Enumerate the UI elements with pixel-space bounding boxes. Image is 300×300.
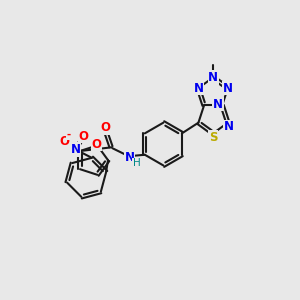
Text: N: N	[213, 98, 223, 111]
Text: N: N	[224, 120, 233, 133]
Text: S: S	[209, 131, 218, 144]
Text: O: O	[100, 121, 111, 134]
Text: H: H	[133, 158, 141, 168]
Text: N: N	[223, 82, 233, 94]
Text: O: O	[79, 130, 89, 142]
Text: N: N	[124, 151, 134, 164]
Text: -: -	[67, 130, 71, 140]
Text: N: N	[70, 143, 80, 156]
Text: N: N	[208, 71, 218, 84]
Text: O: O	[91, 138, 101, 151]
Text: O: O	[59, 135, 69, 148]
Text: N: N	[194, 82, 203, 94]
